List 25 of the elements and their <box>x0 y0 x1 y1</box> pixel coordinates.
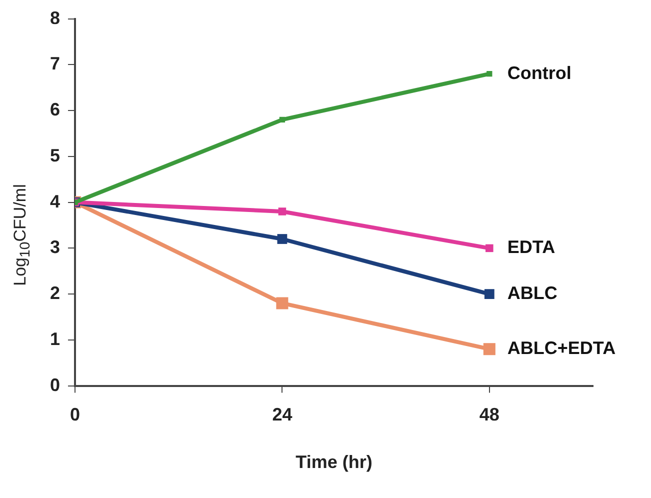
x-tick-label: 24 <box>272 404 292 425</box>
point <box>486 244 494 252</box>
point <box>276 297 288 310</box>
x-tick-label: 48 <box>479 404 500 425</box>
point <box>278 208 286 216</box>
y-tick-label: 5 <box>50 145 60 166</box>
series-label: Control <box>507 62 572 83</box>
series-label: ABLC+EDTA <box>507 338 616 358</box>
series-label: ABLC <box>507 283 558 304</box>
y-tick-label: 0 <box>50 374 60 395</box>
x-axis-title: Time (hr) <box>296 452 372 472</box>
point <box>483 343 496 356</box>
y-tick-label: 7 <box>50 54 60 74</box>
y-tick-label: 2 <box>50 283 60 304</box>
series-label: EDTA <box>507 237 556 258</box>
point <box>277 234 288 244</box>
y-tick-label: 6 <box>50 100 60 120</box>
y-tick-label: 8 <box>50 8 60 28</box>
x-tick-label: 0 <box>70 404 80 425</box>
point <box>279 116 286 123</box>
point <box>486 71 492 77</box>
point <box>484 289 494 299</box>
y-tick-label: 3 <box>50 237 60 258</box>
y-tick-label: 1 <box>50 328 60 349</box>
y-tick-label: 4 <box>50 191 60 212</box>
